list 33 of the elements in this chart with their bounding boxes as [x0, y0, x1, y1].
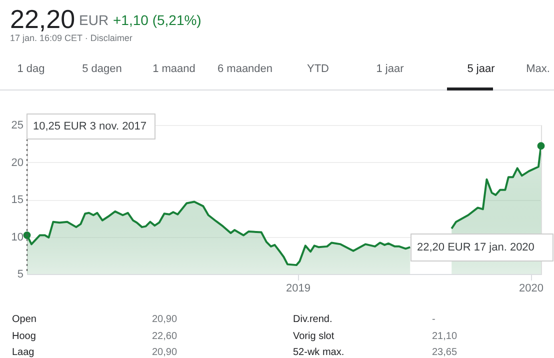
text: 52-wk max. [293, 347, 344, 358]
text: 1 maand [152, 63, 196, 75]
x-tick-label: 2020 [519, 282, 544, 294]
text: 20,90 [152, 347, 178, 358]
text: Open [12, 314, 36, 325]
annotation: 22,20 EUR 17 jan. 2020 [417, 242, 534, 254]
text: 23,65 [432, 347, 458, 358]
text: Hoog [12, 331, 36, 342]
text: 5 dagen [82, 63, 122, 75]
text: 22,60 [152, 331, 178, 342]
text: +1,10 (5,21%) [113, 12, 202, 28]
text: EUR [79, 12, 109, 28]
text: 6 maanden [217, 63, 273, 75]
text: 1 dag [17, 63, 45, 75]
annotation: 10,25 EUR 3 nov. 2017 [33, 120, 147, 132]
y-tick-label: 15 [11, 194, 24, 206]
text: YTD [307, 63, 330, 75]
y-tick-label: 5 [17, 268, 24, 280]
text: 1 jaar [376, 63, 404, 75]
x-tick-label: 2019 [286, 282, 310, 294]
text: Vorig slot [293, 331, 334, 342]
y-tick-label: 20 [11, 156, 24, 169]
text: Max. [526, 63, 550, 75]
text: 17 jan. 16:09 CET · Disclaimer [10, 33, 132, 43]
text: Div.rend. [293, 314, 332, 325]
text: - [432, 314, 436, 325]
text: 22,20 [10, 4, 76, 34]
text: 20,90 [152, 314, 178, 325]
text: Laag [12, 347, 34, 358]
y-tick-label: 25 [11, 120, 24, 132]
text: 21,10 [432, 331, 458, 342]
y-tick-label: 10 [11, 231, 24, 244]
text: 5 jaar [467, 63, 496, 75]
